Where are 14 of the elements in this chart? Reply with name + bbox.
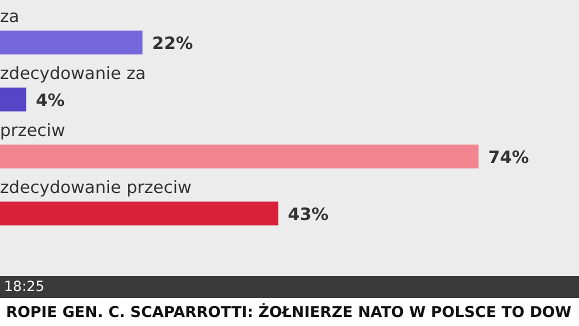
data-label: 22% <box>152 34 193 54</box>
y-tick-label: przeciw <box>0 120 66 141</box>
y-tick-label: zdecydowanie za <box>0 64 146 84</box>
bar <box>0 202 278 226</box>
bar <box>0 30 143 54</box>
data-label: 4% <box>36 90 65 111</box>
data-label: 74% <box>488 148 529 168</box>
bar <box>0 88 26 112</box>
bar <box>0 144 479 168</box>
text: ROPIE GEN. C. SCAPARROTTI: ŻOŁNIERZE NATO W POLSCE TO DOW <box>5 303 572 321</box>
data-label: 43% <box>288 204 329 225</box>
y-tick-label: zdecydowanie przeciw <box>0 178 192 198</box>
y-tick-label: za <box>0 6 20 27</box>
text: 18:25 <box>3 279 44 295</box>
